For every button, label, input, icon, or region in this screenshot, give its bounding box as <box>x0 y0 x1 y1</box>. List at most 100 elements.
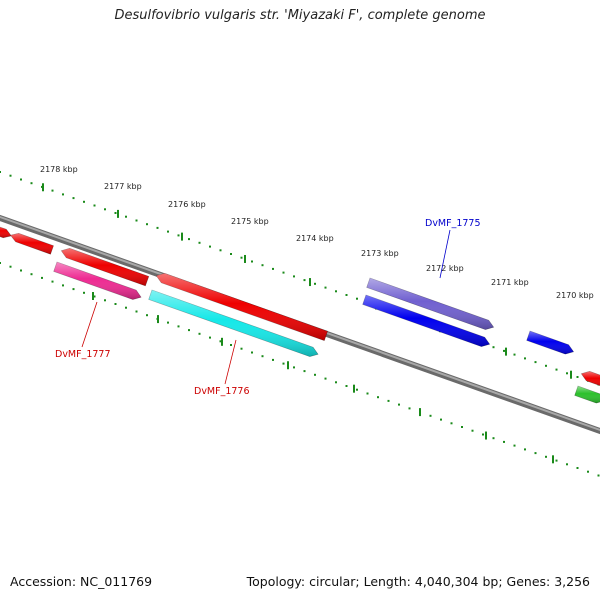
ring-dot <box>177 234 180 237</box>
ring-dot <box>219 340 222 343</box>
ring-dot <box>324 286 327 289</box>
ring-dot <box>240 347 243 350</box>
ring-dot <box>62 193 64 196</box>
ring-dot <box>261 264 264 267</box>
ring-dot <box>125 215 127 218</box>
ring-dot <box>0 171 1 173</box>
ring-dot <box>30 182 33 185</box>
ring-dot <box>230 344 232 346</box>
ring-dot <box>314 282 316 285</box>
ring-dot <box>209 245 211 248</box>
ring-dot <box>104 299 106 302</box>
ring-dot <box>0 262 1 264</box>
gene-arrow-red <box>155 272 328 341</box>
ring-dot <box>188 238 190 241</box>
ring-dot <box>387 399 390 402</box>
ring-dot <box>566 372 568 375</box>
ring-dot <box>282 362 285 365</box>
ring-dot <box>261 355 264 358</box>
tick-label: 2175 kbp <box>231 217 269 226</box>
ring-dot <box>240 256 243 259</box>
ring-dot <box>272 358 274 361</box>
ring-dot <box>440 418 442 421</box>
gene-label: DvMF_1775 <box>425 218 481 229</box>
ring-dot <box>104 208 106 211</box>
gene-shading <box>366 278 494 330</box>
ring-dot <box>293 275 295 278</box>
ring-dot <box>293 366 295 369</box>
ring-dot <box>461 426 463 428</box>
ring-dot <box>41 276 43 279</box>
ring-dot <box>366 392 369 395</box>
ring-dot <box>450 422 453 425</box>
gene-shading <box>61 248 149 286</box>
ring-dot <box>114 212 117 214</box>
ring-dot <box>125 306 127 309</box>
ring-dot <box>188 329 190 332</box>
gene-arrow-dvmf-1777 <box>53 261 142 300</box>
ring-dot <box>30 273 33 276</box>
ring-dot <box>198 332 201 335</box>
genome-summary-text: Topology: circular; Length: 4,040,304 bp… <box>246 574 590 589</box>
ring-dot <box>72 288 75 291</box>
ring-dot <box>492 437 495 440</box>
accession-text: Accession: NC_011769 <box>10 574 153 589</box>
ring-dot <box>345 385 348 387</box>
ring-dot <box>555 368 558 371</box>
gene-shading <box>53 262 142 300</box>
gene-shading <box>574 386 600 404</box>
ring-dot <box>135 310 138 313</box>
ring-dot <box>93 295 96 298</box>
gene-label: DvMF_1776 <box>194 386 250 397</box>
gene-arrow-red <box>9 232 54 255</box>
ring-dot <box>576 467 579 469</box>
gene-shading <box>362 295 490 347</box>
tick-label: 2170 kbp <box>556 291 594 300</box>
gene-label: DvMF_1777 <box>55 349 111 360</box>
gene-features <box>0 226 600 404</box>
map-title: Desulfovibrio vulgaris str. 'Miyazaki F'… <box>114 8 486 23</box>
ring-dot <box>503 349 505 352</box>
ring-dot <box>524 448 526 451</box>
gene-shading <box>10 233 54 255</box>
gene-labels: DvMF_1775 DvMF_1777 DvMF_1776 <box>55 218 481 397</box>
ring-dot <box>209 336 211 339</box>
ring-dot <box>377 396 379 399</box>
ring-dot <box>513 444 516 447</box>
ring-dot <box>167 321 169 324</box>
gene-arrow-red <box>0 226 12 239</box>
tick-label: 2177 kbp <box>104 182 142 191</box>
ring-dot <box>146 314 148 317</box>
callout-line <box>224 339 237 385</box>
gene-shading <box>581 371 600 386</box>
ring-dot <box>156 226 159 229</box>
ring-dot <box>198 241 201 244</box>
ring-dot <box>597 474 600 477</box>
callout-line <box>81 301 98 348</box>
tick-label: 2171 kbp <box>491 278 529 287</box>
ring-dot <box>9 265 12 268</box>
ring-dot <box>303 279 306 282</box>
ring-dot <box>398 403 400 406</box>
gene-shading <box>156 273 328 341</box>
gene-arrow-red <box>60 247 150 287</box>
ring-dot <box>219 249 222 252</box>
tick-label: 2176 kbp <box>168 200 206 209</box>
ring-dot <box>20 269 22 272</box>
gene-arrow-red <box>580 370 600 386</box>
ring-dot <box>135 219 138 222</box>
ring-dot <box>471 429 474 432</box>
ring-dot <box>314 373 316 376</box>
ring-dot <box>513 353 516 356</box>
ring-dot <box>576 376 579 378</box>
callout-line <box>439 229 451 279</box>
ring-dot <box>545 455 547 458</box>
gene-shading <box>148 290 319 357</box>
ring-dot <box>587 470 589 473</box>
gene-arrow-dvmf-1775 <box>366 277 495 330</box>
ring-dot <box>524 357 526 360</box>
scale-ticks: 2178 kbp 2177 kbp 2176 kbp 2175 kbp 2174 kbp… <box>40 165 594 464</box>
ring-dot <box>62 284 64 287</box>
